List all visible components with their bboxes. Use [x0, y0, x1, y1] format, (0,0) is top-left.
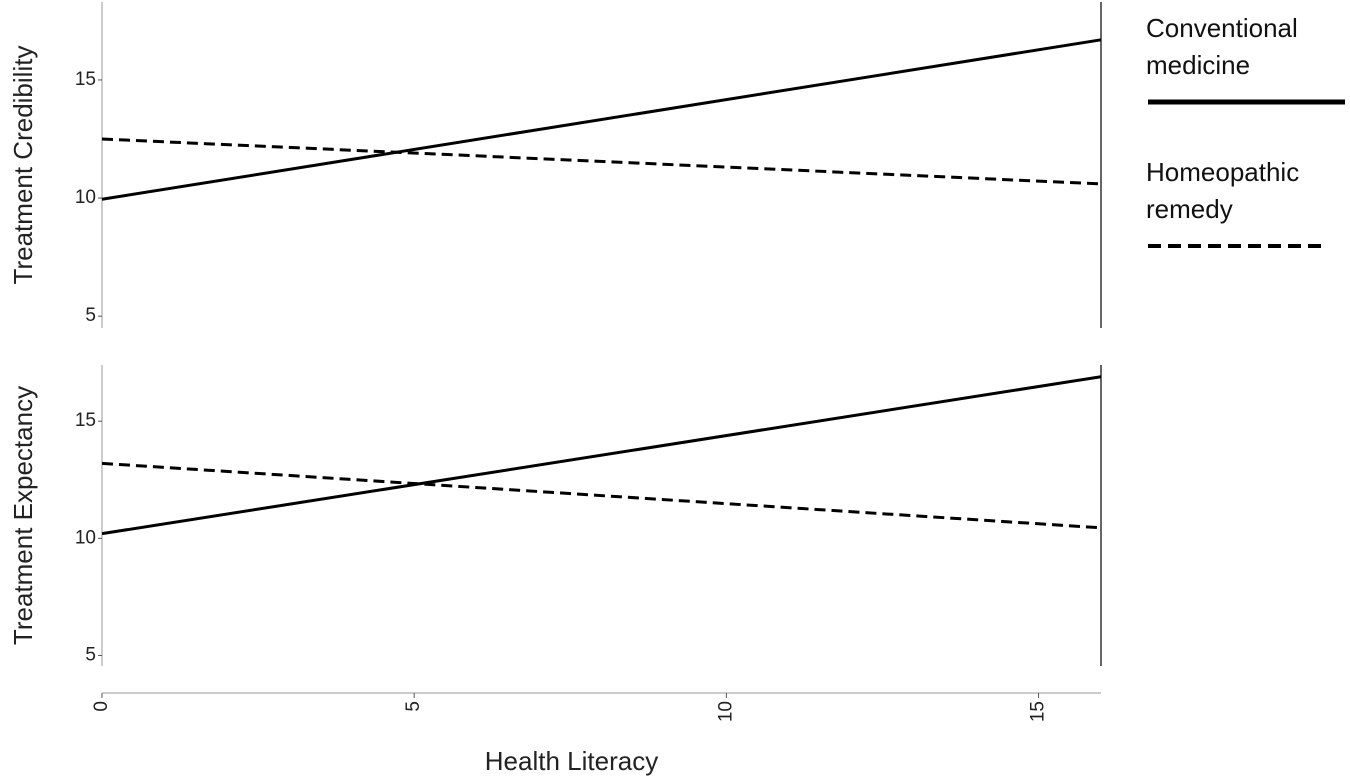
legend-label: Homeopathic remedy: [1146, 157, 1300, 224]
y-tick-label: 10: [75, 527, 96, 548]
series-line: [101, 137, 1102, 186]
y-tick-label: 15: [75, 410, 96, 431]
x-tick-label: 10: [715, 701, 736, 722]
series-line: [101, 375, 1102, 536]
legend-label: Conventional medicine: [1146, 13, 1298, 80]
x-axis-title: Health Literacy: [485, 746, 658, 776]
y-tick-label: 5: [85, 644, 96, 665]
y-tick-label: 10: [75, 187, 96, 208]
y-tick-label: 15: [75, 69, 96, 90]
x-tick-label: 0: [91, 701, 112, 712]
series-line: [101, 461, 1102, 530]
x-tick-label: 5: [403, 701, 424, 712]
x-tick-label: 15: [1028, 701, 1049, 722]
y-tick-label: 5: [85, 305, 96, 326]
series-line: [101, 38, 1102, 201]
y-axis-title: Treatment Expectancy: [8, 386, 38, 645]
y-axis-title: Treatment Credibility: [8, 46, 38, 285]
